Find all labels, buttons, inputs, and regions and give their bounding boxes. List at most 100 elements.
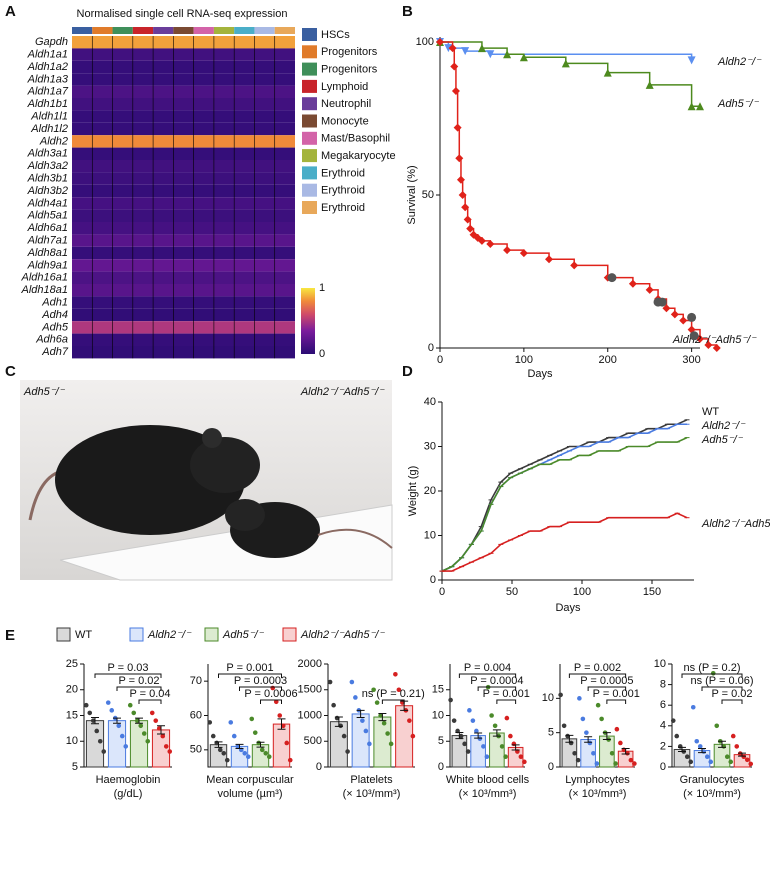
heatmap-row xyxy=(72,147,295,160)
data-point xyxy=(697,744,703,749)
data-point xyxy=(163,744,169,749)
p-value: P = 0.004 xyxy=(464,662,511,674)
significance-bracket xyxy=(458,673,517,678)
data-point xyxy=(381,720,387,726)
heatmap-row xyxy=(72,73,295,86)
heatmap-row xyxy=(72,184,295,198)
data-point xyxy=(123,744,129,749)
gene-label: Aldh16a1 xyxy=(21,272,69,284)
data-point xyxy=(90,718,96,723)
heatmap-row xyxy=(72,308,295,322)
y-tick-label: 100 xyxy=(416,36,434,48)
x-tick-label: 0 xyxy=(437,354,443,366)
heatmap-row xyxy=(72,222,295,235)
data-point xyxy=(684,754,690,759)
y-tick-label: 2000 xyxy=(298,658,322,670)
data-point xyxy=(670,718,676,723)
series-label: Aldh2⁻/⁻Adh5⁻/⁻ xyxy=(701,518,770,530)
heatmap-row xyxy=(72,160,295,173)
data-point xyxy=(492,723,498,729)
photo xyxy=(20,380,393,581)
gene-label: Aldh2 xyxy=(39,135,68,147)
data-point xyxy=(481,744,486,749)
x-axis-label: Granulocytes xyxy=(680,774,745,786)
survival-marker xyxy=(456,175,465,184)
data-point xyxy=(266,754,272,759)
data-point xyxy=(474,728,479,734)
data-point xyxy=(259,747,265,753)
y-tick-label: 5 xyxy=(72,761,78,773)
weight-line xyxy=(442,512,688,572)
x-axis-label: Lymphocytes xyxy=(565,774,630,786)
data-point xyxy=(594,761,600,766)
data-point xyxy=(280,723,286,729)
survival-marker xyxy=(448,44,457,53)
series-label: WT xyxy=(702,406,719,418)
bar xyxy=(251,744,270,768)
data-point xyxy=(97,738,103,744)
data-point xyxy=(407,718,412,723)
data-point xyxy=(572,750,577,756)
p-value: P = 0.0004 xyxy=(470,675,523,687)
data-point xyxy=(504,715,510,721)
survival-marker xyxy=(570,261,579,270)
heatmap-row xyxy=(72,259,295,272)
cluster-bar xyxy=(153,27,174,34)
data-point xyxy=(477,736,483,741)
significance-bracket xyxy=(721,699,743,704)
gene-label: Aldh1l2 xyxy=(30,123,68,135)
weight-line xyxy=(441,436,688,572)
error-bar xyxy=(492,729,501,737)
data-point xyxy=(141,731,147,736)
survival-line xyxy=(440,41,718,348)
gene-label: Gapdh xyxy=(35,36,68,48)
p-value: ns (P = 0.21) xyxy=(362,688,425,700)
legend-label: Progenitors xyxy=(321,64,378,76)
gene-label: Aldh7a1 xyxy=(27,235,68,247)
y-tick-label: 8 xyxy=(660,679,666,691)
data-point xyxy=(451,718,457,723)
y-tick-label: 0 xyxy=(316,761,322,773)
data-point xyxy=(730,733,736,739)
data-point xyxy=(393,672,398,677)
weight-line xyxy=(441,419,688,572)
error-bar xyxy=(621,747,630,755)
gene-label: Aldh6a1 xyxy=(27,222,68,234)
data-point xyxy=(349,679,355,685)
survival-marker xyxy=(486,50,495,59)
y-tick-label: 50 xyxy=(190,744,202,756)
legend-swatch xyxy=(302,149,317,163)
data-point xyxy=(388,741,394,747)
error-bar xyxy=(91,717,99,725)
data-point xyxy=(363,728,369,734)
data-point xyxy=(591,750,596,756)
survival-marker xyxy=(679,316,688,325)
gene-label: Aldh1a2 xyxy=(27,61,68,73)
survival-marker xyxy=(712,344,721,352)
p-value: P = 0.0003 xyxy=(234,675,287,687)
legend-swatch xyxy=(302,28,317,41)
photo-label: Aldh2⁻/⁻Adh5⁻/⁻ xyxy=(300,386,385,398)
error-bar xyxy=(256,741,265,748)
colorbar-label: 0 xyxy=(319,348,325,360)
gene-label: Aldh5a1 xyxy=(27,210,68,222)
legend-label: Neutrophil xyxy=(321,98,371,110)
error-bar xyxy=(698,747,706,754)
data-point xyxy=(127,702,133,708)
x-axis-label: Haemoglobin xyxy=(96,774,161,786)
data-point xyxy=(522,759,527,765)
survival-marker xyxy=(645,285,654,294)
y-tick-label: 10 xyxy=(66,735,78,747)
censored-marker xyxy=(657,297,667,307)
survival-marker xyxy=(477,236,486,245)
y-tick-label: 40 xyxy=(424,396,436,408)
survival-marker xyxy=(461,203,470,212)
colorbar-label: 1 xyxy=(319,282,325,294)
x-axis-label: Days xyxy=(527,368,553,380)
legend-label: Lymphoid xyxy=(321,81,368,93)
series-label: Aldh2⁻/⁻ xyxy=(701,420,746,432)
p-value: ns (P = 0.2) xyxy=(684,662,741,674)
gene-label: Aldh1l1 xyxy=(30,111,68,123)
y-axis-label: Survival (%) xyxy=(406,165,418,224)
gene-label: Aldh18a1 xyxy=(21,284,69,296)
